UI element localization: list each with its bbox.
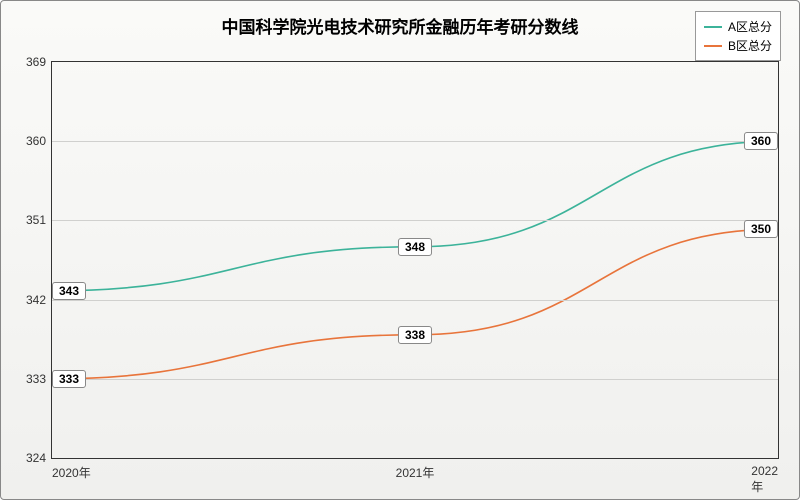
ytick-label: 351 bbox=[26, 213, 46, 227]
data-label: 350 bbox=[744, 220, 778, 238]
xtick-label: 2020年 bbox=[52, 464, 91, 481]
ytick-label: 369 bbox=[26, 55, 46, 69]
data-label: 338 bbox=[398, 326, 432, 344]
data-label: 343 bbox=[52, 282, 86, 300]
legend-swatch-b bbox=[704, 45, 722, 47]
legend-item-a: A区总分 bbox=[704, 18, 772, 35]
data-label: 348 bbox=[398, 238, 432, 256]
chart-lines-svg bbox=[52, 62, 778, 458]
gridline bbox=[52, 220, 778, 221]
chart-container: 中国科学院光电技术研究所金融历年考研分数线 A区总分 B区总分 324 333 34… bbox=[0, 0, 800, 500]
data-label: 333 bbox=[52, 370, 86, 388]
xtick-label: 2021年 bbox=[396, 464, 435, 481]
gridline bbox=[52, 141, 778, 142]
ytick-label: 333 bbox=[26, 372, 46, 386]
gridline bbox=[52, 300, 778, 301]
legend-swatch-a bbox=[704, 26, 722, 28]
data-label: 360 bbox=[744, 132, 778, 150]
legend-label-b: B区总分 bbox=[728, 37, 772, 54]
ytick-label: 324 bbox=[26, 451, 46, 465]
plot-area: 3243333423513603692020年2021年2022年3433483… bbox=[51, 61, 779, 459]
ytick-label: 342 bbox=[26, 293, 46, 307]
ytick-label: 360 bbox=[26, 134, 46, 148]
legend-item-b: B区总分 bbox=[704, 37, 772, 54]
series-a-line bbox=[52, 141, 778, 291]
chart-title: 中国科学院光电技术研究所金融历年考研分数线 bbox=[222, 13, 579, 38]
legend-label-a: A区总分 bbox=[728, 18, 772, 35]
gridline bbox=[52, 379, 778, 380]
legend: A区总分 B区总分 bbox=[695, 11, 781, 61]
xtick-label: 2022年 bbox=[751, 464, 778, 495]
